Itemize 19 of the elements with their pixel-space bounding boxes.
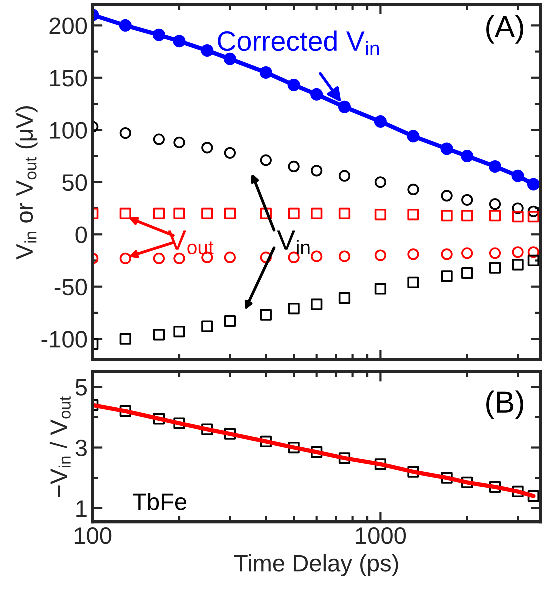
y-tick-label: -100 bbox=[42, 331, 88, 348]
y-tick-label: 50 bbox=[62, 174, 88, 192]
y-tick-label: 100 bbox=[50, 122, 88, 139]
x-tick-label: 1000 bbox=[356, 528, 406, 544]
annotation: (B) bbox=[486, 390, 524, 420]
y-tick-label: 150 bbox=[50, 70, 88, 87]
y-axis-title: −V$_{in}$ / V$_{out}$ bbox=[50, 396, 71, 498]
y-tick-label: 5 bbox=[76, 379, 88, 396]
y-tick-label: 0 bbox=[76, 226, 88, 244]
y-tick-label: 200 bbox=[50, 18, 88, 34]
y-axis-title: V$_{in}$ or V$_{out}$ (μV) bbox=[16, 106, 38, 260]
annotation: (A) bbox=[486, 15, 524, 44]
annotation: TbFe bbox=[133, 493, 187, 510]
y-tick-label: -50 bbox=[54, 278, 88, 296]
annotation: V$_{in}$ bbox=[277, 230, 310, 254]
annotation: Corrected V$_{in}$ bbox=[218, 30, 380, 56]
x-axis-title: Time Delay (ps) bbox=[234, 554, 398, 576]
y-tick-label: 3 bbox=[76, 440, 87, 457]
y-tick-label: 1 bbox=[76, 500, 87, 517]
